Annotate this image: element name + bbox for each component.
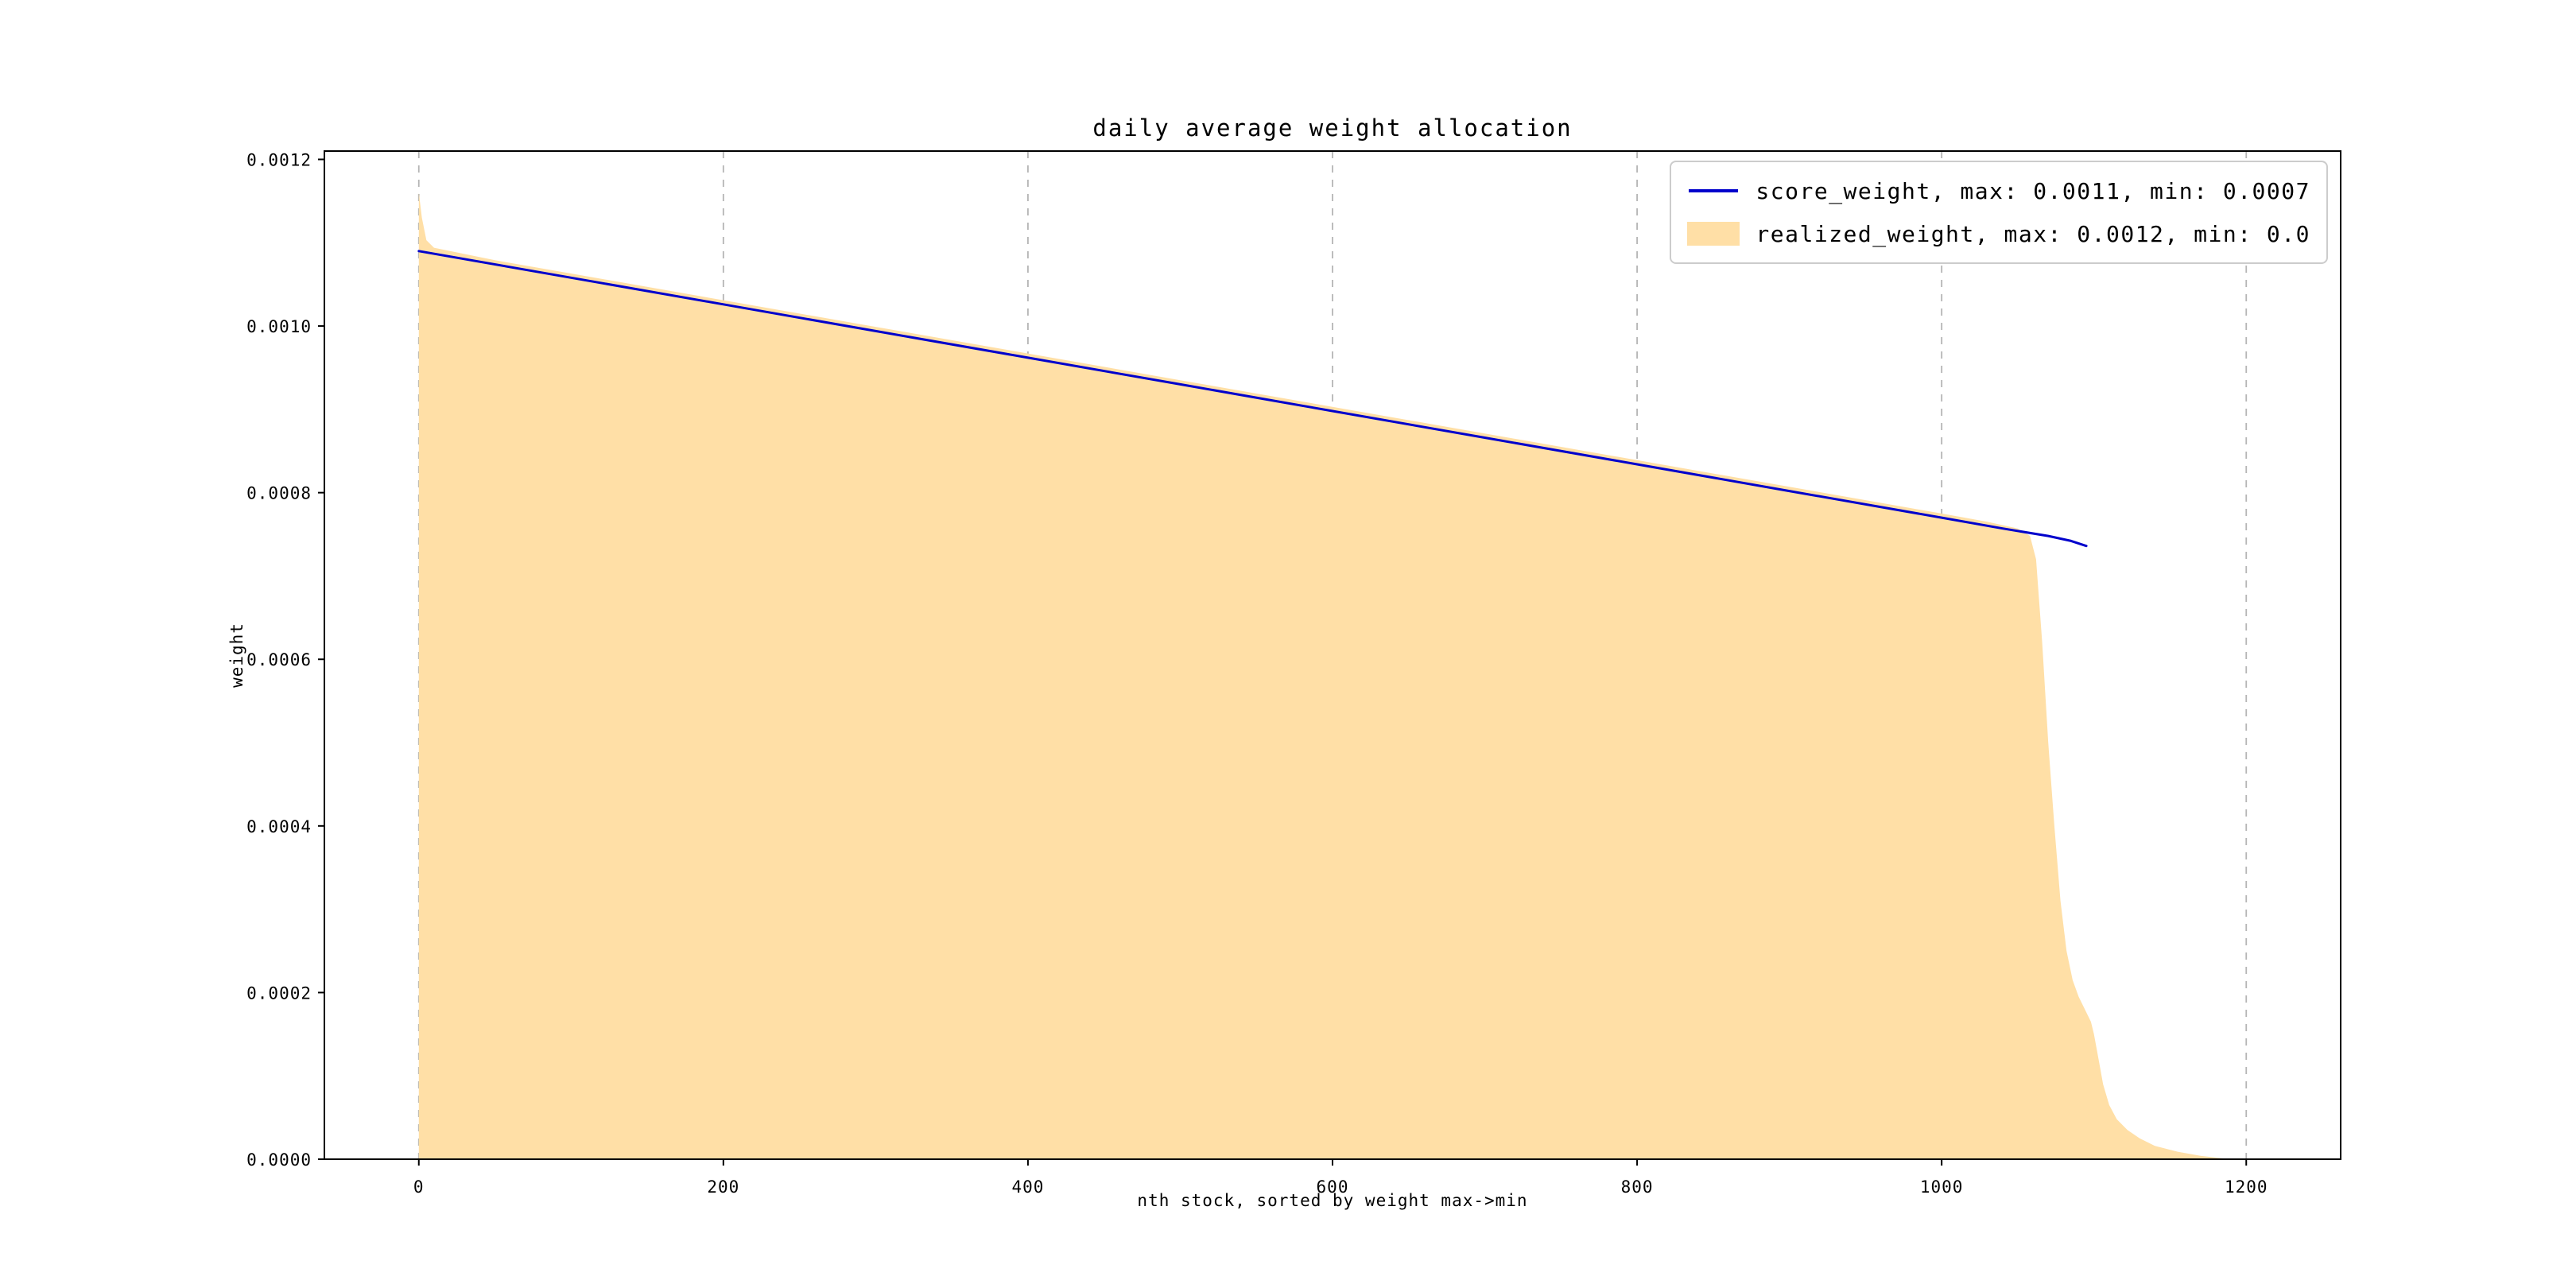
- chart-title: daily average weight allocation: [1092, 114, 1573, 142]
- x-axis-label: nth stock, sorted by weight max->min: [1137, 1191, 1528, 1210]
- realized-weight-patch-swatch: [1687, 222, 1740, 246]
- x-tick-label: 800: [1621, 1177, 1654, 1197]
- x-tick-label: 1200: [2225, 1177, 2268, 1197]
- realized-weight-area: [418, 192, 2247, 1159]
- x-tick-label: 200: [707, 1177, 739, 1197]
- y-tick-label: 0.0006: [246, 650, 312, 669]
- y-tick-label: 0.0002: [246, 983, 312, 1003]
- legend-label-score-weight: score_weight, max: 0.0011, min: 0.0007: [1755, 177, 2310, 204]
- x-tick-label: 0: [413, 1177, 425, 1197]
- y-tick-label: 0.0008: [246, 484, 312, 503]
- score-weight-line: [417, 250, 2088, 548]
- x-tick-label: 1000: [1920, 1177, 1964, 1197]
- legend-item-score-weight: score_weight, max: 0.0011, min: 0.0007: [1687, 173, 2310, 208]
- legend: score_weight, max: 0.0011, min: 0.0007 r…: [1670, 161, 2328, 264]
- y-axis-label: weight: [227, 623, 246, 688]
- legend-label-realized-weight: realized_weight, max: 0.0012, min: 0.0: [1755, 220, 2310, 247]
- x-tick-label: 400: [1011, 1177, 1044, 1197]
- legend-item-realized-weight: realized_weight, max: 0.0012, min: 0.0: [1687, 216, 2310, 251]
- y-tick-label: 0.0010: [246, 317, 312, 336]
- x-tick-label: 600: [1317, 1177, 1349, 1197]
- y-tick-label: 0.0012: [246, 150, 312, 169]
- y-tick-label: 0.0000: [246, 1150, 312, 1170]
- score-weight-line-swatch: [1689, 189, 1739, 192]
- y-tick-label: 0.0004: [246, 817, 312, 836]
